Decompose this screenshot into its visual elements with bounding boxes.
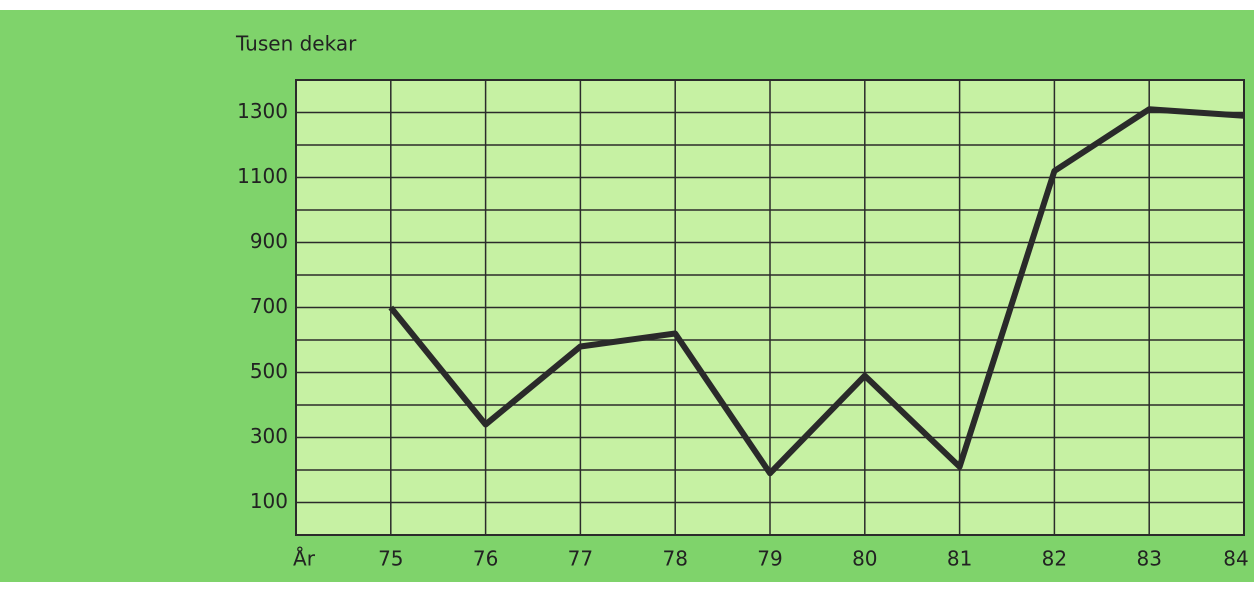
x-tick-label: 84: [1223, 547, 1248, 571]
y-tick-label: 700: [250, 294, 288, 318]
y-tick-label: 500: [250, 359, 288, 383]
y-tick-label: 100: [250, 489, 288, 513]
x-tick-label: 78: [662, 547, 687, 571]
x-tick-label: 82: [1042, 547, 1067, 571]
x-tick-label: 75: [378, 547, 403, 571]
chart-title: Tusen dekar: [235, 32, 357, 56]
x-tick-label: 83: [1136, 547, 1161, 571]
x-tick-label: 81: [947, 547, 972, 571]
y-tick-label: 900: [250, 229, 288, 253]
y-tick-label: 1100: [237, 164, 288, 188]
x-tick-label: 77: [568, 547, 593, 571]
x-axis-label: År: [293, 547, 316, 571]
x-tick-label: 76: [473, 547, 498, 571]
y-tick-label: 300: [250, 424, 288, 448]
x-tick-label: 80: [852, 547, 877, 571]
y-tick-label: 1300: [237, 99, 288, 123]
x-tick-label: 79: [757, 547, 782, 571]
data-line: [388, 106, 1245, 477]
